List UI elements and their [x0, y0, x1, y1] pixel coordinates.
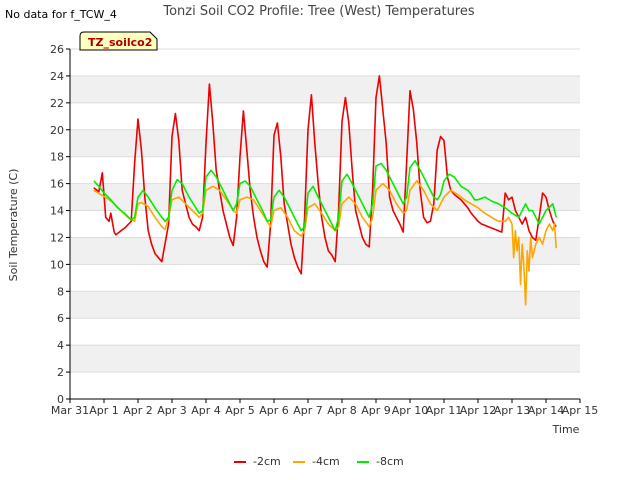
x-tick-label: Apr 11 [426, 404, 463, 417]
y-tick-label: 12 [50, 231, 64, 244]
grid-band [70, 156, 580, 184]
y-tick-label: 26 [50, 43, 64, 56]
x-tick-label: Apr 4 [191, 404, 221, 417]
x-tick-label: Apr 1 [89, 404, 119, 417]
y-tick-label: 10 [50, 258, 64, 271]
y-tick-label: 2 [57, 366, 64, 379]
chart-title: Tonzi Soil CO2 Profile: Tree (West) Temp… [162, 4, 475, 19]
legend-label: -8cm [376, 455, 404, 468]
x-tick-label: Apr 2 [123, 404, 153, 417]
y-tick-label: 18 [50, 151, 64, 164]
grid-bands [70, 49, 580, 399]
x-tick-label: Mar 31 [51, 404, 89, 417]
legend: -2cm -4cm -8cm [234, 455, 404, 468]
x-axis-ticks: Mar 31 Apr 1 Apr 2 Apr 3 Apr 4 Apr 5 Apr 6 Apr … [51, 399, 598, 417]
grid-band [70, 49, 580, 76]
x-tick-label: Apr 3 [157, 404, 187, 417]
legend-label: -2cm [253, 455, 281, 468]
y-tick-label: 24 [50, 70, 64, 83]
no-data-note: No data for f_TCW_4 [5, 8, 117, 21]
series-line-neg4cm [93, 180, 557, 306]
y-tick-label: 8 [57, 285, 64, 298]
y-tick-label: 6 [57, 312, 64, 325]
grid-band [70, 264, 580, 292]
grid-band [70, 183, 580, 211]
x-axis-label: Time [552, 423, 580, 436]
y-tick-label: 22 [50, 97, 64, 110]
grid-band [70, 291, 580, 319]
x-tick-label: Apr 6 [259, 404, 289, 417]
annotation-label: TZ_soilco2 [88, 36, 152, 49]
y-tick-label: 20 [50, 124, 64, 137]
series-line-neg2cm [93, 75, 557, 275]
x-tick-label: Apr 9 [361, 404, 391, 417]
x-tick-label: Apr 13 [494, 404, 531, 417]
grid-band [70, 345, 580, 373]
grid-band [70, 237, 580, 265]
x-tick-label: Apr 12 [460, 404, 497, 417]
grid-band [70, 102, 580, 130]
x-tick-label: Apr 14 [528, 404, 565, 417]
grid-band [70, 129, 580, 157]
x-tick-label: Apr 15 [562, 404, 599, 417]
grid-band [70, 372, 580, 399]
y-tick-label: 14 [50, 205, 64, 218]
grid-band [70, 318, 580, 346]
x-tick-label: Apr 7 [293, 404, 323, 417]
series-line-neg8cm [93, 159, 557, 232]
y-tick-label: 4 [57, 339, 64, 352]
axes [69, 49, 580, 400]
y-tick-label: 0 [57, 393, 64, 406]
legend-label: -4cm [312, 455, 340, 468]
series-layer [93, 75, 557, 306]
annotation-box: TZ_soilco2 [79, 31, 158, 51]
grid-band [70, 75, 580, 103]
y-tick-label: 16 [50, 178, 64, 191]
x-tick-label: Apr 5 [225, 404, 255, 417]
x-tick-label: Apr 8 [327, 404, 357, 417]
y-axis-label: Soil Temperature (C) [7, 169, 20, 282]
x-tick-label: Apr 10 [392, 404, 429, 417]
